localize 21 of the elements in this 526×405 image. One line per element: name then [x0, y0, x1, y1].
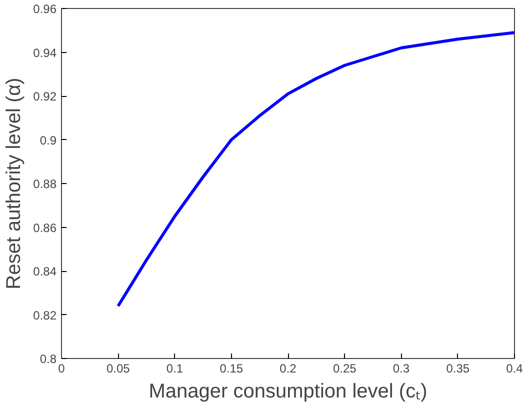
y-axis-title: Reset authority level (α) — [3, 78, 26, 290]
y-tick-label: 0.94 — [33, 46, 57, 60]
y-tick-label: 0.8 — [40, 352, 57, 366]
y-tick-label: 0.82 — [33, 308, 57, 322]
line-series — [116, 31, 514, 308]
y-tick-label: 0.84 — [33, 264, 57, 278]
x-tick-label: 0.2 — [280, 362, 297, 376]
y-tick-label: 0.96 — [33, 2, 57, 16]
x-tick-label: 0.05 — [106, 362, 130, 376]
y-tick-label: 0.86 — [33, 220, 57, 235]
y-tick-label: 0.88 — [33, 177, 57, 191]
x-tick-label: 0 — [58, 362, 66, 376]
x-tick-label: 0.1 — [166, 362, 184, 376]
x-axis-title: Manager consumption level (cₜ) — [148, 380, 428, 402]
x-tick-label: 0.25 — [332, 362, 357, 376]
x-tick-label: 0.3 — [392, 362, 410, 376]
y-tick-label: 0.9 — [40, 133, 57, 148]
x-tick-label: 0.4 — [506, 362, 524, 376]
y-tick-label: 0.92 — [33, 90, 57, 104]
x-tick-label: 0.35 — [446, 362, 470, 376]
x-tick-label: 0.15 — [220, 362, 244, 376]
